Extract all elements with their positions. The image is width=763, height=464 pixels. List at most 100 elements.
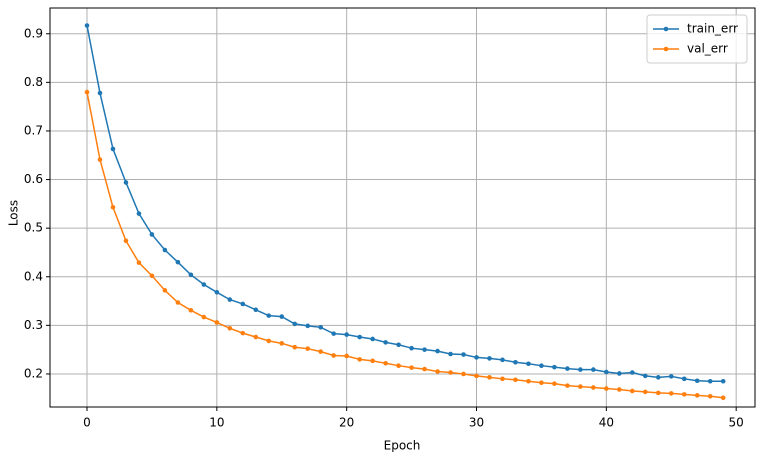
point <box>668 391 674 396</box>
point <box>292 321 298 327</box>
point <box>487 356 492 361</box>
x-tick-label: 10 <box>209 416 224 430</box>
point <box>565 383 570 388</box>
x-tick-label: 20 <box>339 416 354 430</box>
point <box>720 378 726 384</box>
point <box>694 378 700 384</box>
point <box>370 336 375 342</box>
point <box>123 180 129 185</box>
point <box>642 373 648 379</box>
y-tick-label: 0.5 <box>24 221 43 235</box>
y-tick-label: 0.8 <box>24 75 43 89</box>
point <box>591 385 596 390</box>
y-tick-label: 0.4 <box>24 269 43 283</box>
point <box>435 369 440 374</box>
point <box>539 380 544 386</box>
point <box>500 376 505 382</box>
y-tick-label: 0.3 <box>24 318 43 332</box>
point <box>123 238 129 244</box>
point <box>279 314 285 319</box>
series-line <box>86 25 724 382</box>
point <box>331 331 336 336</box>
point <box>175 300 181 305</box>
point <box>526 378 531 384</box>
point <box>448 351 453 357</box>
y-tick-label: 0.7 <box>24 123 43 137</box>
point <box>188 272 194 278</box>
point <box>97 157 103 162</box>
point <box>201 314 207 320</box>
point <box>149 273 155 279</box>
point <box>97 90 103 96</box>
point <box>396 363 401 368</box>
point <box>110 204 116 210</box>
point <box>630 388 635 394</box>
point <box>292 344 298 350</box>
y-tick-label: 0.6 <box>24 172 43 186</box>
point <box>655 375 661 380</box>
point <box>565 366 570 371</box>
point <box>266 338 272 344</box>
point <box>84 23 90 28</box>
point <box>331 353 336 358</box>
point <box>552 381 557 386</box>
x-axis-label: Epoch <box>384 439 421 453</box>
point <box>681 376 687 382</box>
point <box>604 369 609 375</box>
legend-label: train_err <box>687 22 738 36</box>
point <box>513 359 518 365</box>
point <box>694 393 700 398</box>
point <box>396 342 401 348</box>
point <box>240 330 246 336</box>
point <box>539 363 544 368</box>
point <box>318 324 324 330</box>
point <box>642 389 648 395</box>
point <box>383 360 388 366</box>
point <box>578 367 583 372</box>
legend-box <box>646 14 748 64</box>
point <box>227 325 233 331</box>
point <box>240 301 246 307</box>
point <box>84 89 90 95</box>
point <box>344 353 349 359</box>
point <box>214 290 220 295</box>
point <box>201 282 207 287</box>
y-axis-label: Loss <box>7 200 21 226</box>
plot-lines <box>84 23 726 401</box>
x-tick-label: 40 <box>599 416 614 430</box>
grid <box>50 8 755 407</box>
point <box>448 370 453 375</box>
y-tick-label: 0.2 <box>24 366 43 380</box>
point <box>461 352 466 357</box>
y-tick-label: 0.9 <box>24 26 43 40</box>
point <box>474 355 479 360</box>
point <box>720 395 726 401</box>
legend-marker <box>663 26 669 32</box>
point <box>110 146 116 152</box>
point <box>162 247 168 253</box>
point <box>357 334 362 340</box>
x-tick-label: 0 <box>83 416 91 430</box>
point <box>149 232 155 237</box>
point <box>344 332 349 337</box>
point <box>707 394 713 399</box>
point <box>383 340 388 345</box>
point <box>487 375 492 380</box>
point <box>227 297 233 302</box>
x-tick-label: 30 <box>469 416 484 430</box>
point <box>305 346 311 351</box>
point <box>214 320 220 325</box>
point <box>253 307 259 313</box>
point <box>591 367 596 372</box>
point <box>681 392 687 397</box>
point <box>474 373 479 379</box>
point <box>435 348 440 354</box>
point <box>305 323 311 329</box>
point <box>136 211 142 216</box>
legend-label: val_err <box>687 42 728 56</box>
point <box>409 365 414 370</box>
point <box>162 288 168 293</box>
point <box>604 386 609 391</box>
point <box>253 334 259 340</box>
